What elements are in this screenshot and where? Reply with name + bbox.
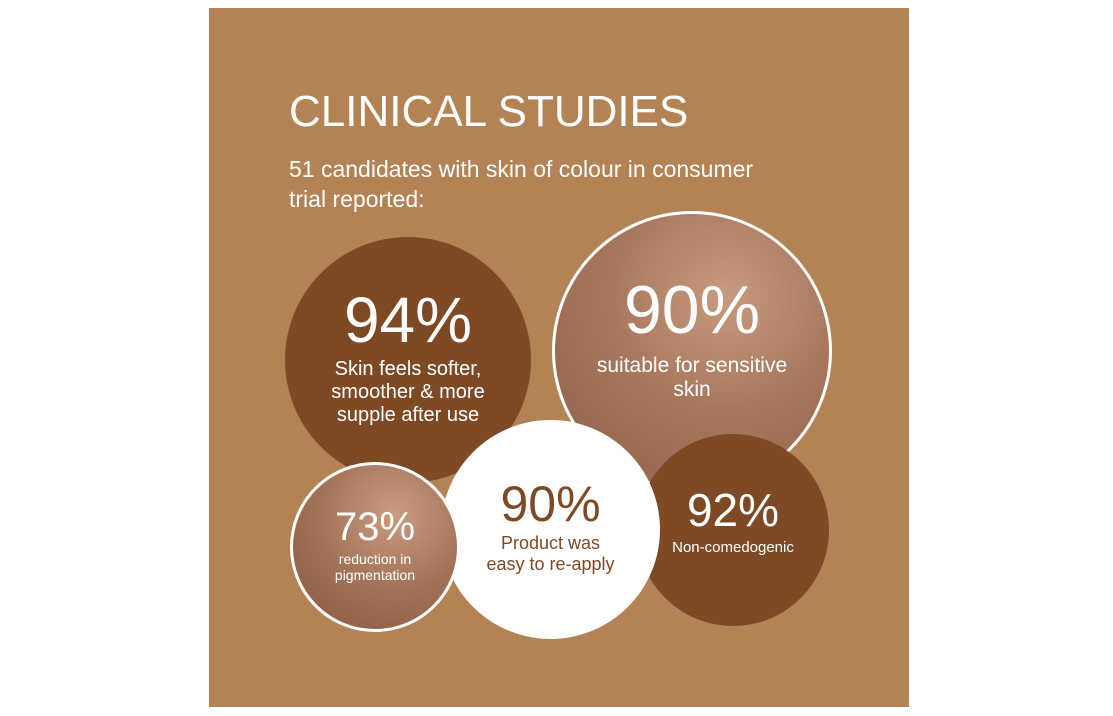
stat-value: 90%	[623, 271, 761, 348]
stat-label: Skin feels softer, smoother & more suppl…	[331, 357, 485, 426]
page-title: CLINICAL STUDIES	[289, 87, 689, 136]
stat-label: reduction in pigmentation	[334, 550, 416, 583]
stat-bubble-pigmentation: 73% reduction in pigmentation	[290, 462, 460, 632]
stat-label: suitable for sensitive skin	[596, 353, 788, 401]
stat-value: 94%	[343, 283, 473, 356]
stat-bubble-easy-reapply: 90% Product was easy to re-apply	[441, 420, 660, 639]
stat-label: Non-comedogenic	[672, 539, 794, 557]
stat-bubble-non-comedogenic: 92% Non-comedogenic	[637, 434, 829, 626]
stat-value: 73%	[334, 504, 416, 549]
stat-value: 90%	[500, 475, 601, 532]
subtitle: 51 candidates with skin of colour in con…	[289, 156, 754, 212]
stat-value: 92%	[686, 484, 780, 537]
stat-label: Product was easy to re-apply	[486, 532, 615, 574]
